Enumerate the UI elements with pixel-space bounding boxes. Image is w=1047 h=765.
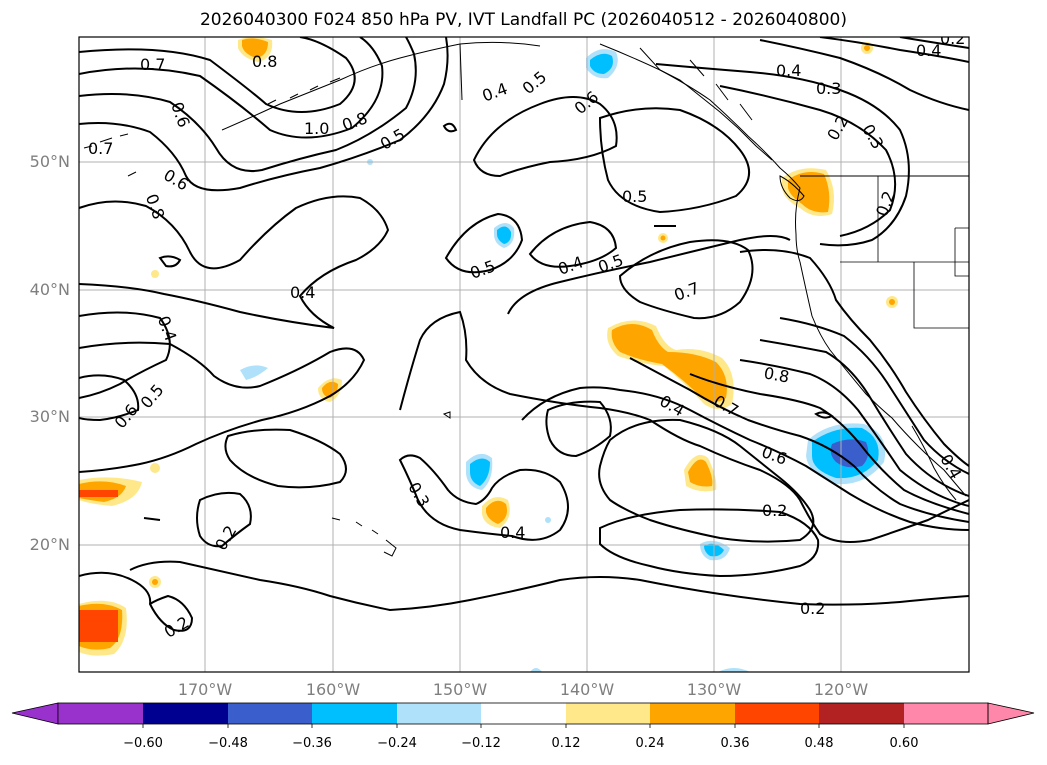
contour-label: 0.5 (468, 256, 498, 283)
contour-label: 0.4 (556, 252, 586, 279)
colorbar-frame (57, 702, 989, 725)
contour-label: 0.4 (500, 523, 525, 542)
contour-label-group: 0.8 0.7 0.6 1.0 0.8 0.5 0.7 0.8 0.6 0.4 … (88, 29, 966, 642)
colorbar-tick: −0.48 (208, 736, 248, 751)
lon-label-140w: 140°W (559, 680, 615, 699)
colorbar-segment (397, 703, 481, 724)
anomaly-negative (497, 226, 512, 244)
contour-label: 0.6 (167, 100, 194, 130)
anomaly-positive (486, 500, 507, 524)
map-title: 2026040300 F024 850 hPa PV, IVT Landfall… (199, 10, 847, 30)
anomaly-positive (688, 459, 713, 487)
colorbar-segment (58, 703, 143, 724)
contour-label: 0.3 (404, 479, 433, 511)
anomaly-positive (152, 579, 158, 585)
anomaly-negative (530, 668, 542, 672)
anomaly-negative (830, 439, 869, 468)
contour-label: 0.7 (88, 139, 113, 158)
contour-label: 1.0 (304, 119, 329, 138)
contour-label: 0.2 (823, 112, 852, 144)
anomaly-negative (545, 517, 551, 523)
anomaly-positive (79, 490, 118, 497)
anomaly-positive (79, 610, 118, 642)
contour-label: 0.2 (940, 29, 965, 48)
contour-label: 0.4 (290, 283, 315, 302)
anomaly-negative (590, 53, 613, 74)
colorbar-segment (650, 703, 735, 724)
contour-label: 0.3 (816, 79, 841, 98)
colorbar-tick: 0.36 (720, 736, 750, 751)
contour-label: 0.2 (762, 501, 787, 520)
contour-label: 0.7 (672, 278, 702, 305)
lat-label-20n: 20°N (29, 535, 70, 554)
contour-label: 0.4 (776, 61, 801, 80)
contour-label: 0.2 (211, 522, 240, 554)
contour-label: 0.5 (519, 67, 551, 98)
colorbar-segment (566, 703, 650, 724)
contour-label: 0.6 (111, 400, 142, 432)
anomaly-negative (718, 668, 750, 672)
map-frame (78, 36, 970, 673)
anomaly-positive (660, 235, 666, 241)
colorbar-segment (819, 703, 904, 724)
colorbar-extend-high (987, 702, 1035, 725)
colorbar-tick: 0.12 (551, 736, 581, 751)
contour-label: 0.5 (596, 250, 626, 277)
pv-contours (79, 37, 969, 632)
lon-label-170w: 170°W (177, 680, 233, 699)
contour-label: 0.4 (154, 313, 181, 343)
lon-label-160w: 160°W (305, 680, 361, 699)
anomaly-negative (240, 365, 268, 380)
lon-label-150w: 150°W (432, 680, 488, 699)
colorbar-segment (312, 703, 397, 724)
colorbar-tick: −0.60 (123, 736, 163, 751)
anomaly-positive (788, 172, 830, 213)
colorbar-tick: 0.24 (635, 736, 665, 751)
colorbar-extend-low (11, 702, 59, 725)
lat-label-40n: 40°N (29, 280, 70, 299)
anomaly-negative (470, 458, 490, 486)
colorbar-segment (228, 703, 312, 724)
contour-label: 0.4 (916, 41, 941, 60)
anomaly-positive (889, 299, 895, 305)
lon-label-130w: 130°W (686, 680, 742, 699)
contour-label: 0.4 (656, 391, 688, 420)
contour-label: 0.5 (622, 187, 647, 206)
lat-label-30n: 30°N (29, 407, 70, 426)
coastlines (83, 41, 969, 557)
contour-label: 0.2 (800, 599, 825, 618)
contour-label: 0.8 (762, 363, 790, 386)
colorbar-tick: −0.36 (292, 736, 332, 751)
lon-label-120w: 120°W (813, 680, 869, 699)
contour-label: 0.6 (160, 165, 192, 194)
colorbar-segment (481, 703, 566, 724)
contour-label: 0.2 (161, 612, 193, 641)
contour-label: 0.7 (140, 55, 165, 74)
contour-label: 0.8 (340, 108, 370, 135)
anomaly-positive (611, 324, 727, 402)
colorbar-tick: −0.12 (461, 736, 501, 751)
contour-label: 0.8 (252, 52, 277, 71)
contour-label: 0.5 (137, 380, 168, 412)
contour-label: 0.4 (480, 79, 510, 106)
colorbar-segment (904, 703, 988, 724)
anomaly-positive (150, 463, 160, 473)
colorbar-segment (143, 703, 228, 724)
colorbar-tick: −0.24 (377, 736, 417, 751)
shaded-regions (79, 37, 898, 672)
anomaly-positive (864, 45, 870, 51)
anomaly-positive (151, 270, 159, 278)
contour-label: 0.6 (571, 87, 603, 118)
colorbar-tick: 0.48 (804, 736, 834, 751)
colorbar-tick: 0.60 (889, 736, 919, 751)
colorbar (11, 702, 1035, 728)
anomaly-positive (242, 38, 268, 58)
colorbar-segment (735, 703, 819, 724)
lat-label-50n: 50°N (29, 152, 70, 171)
contour-label: 0.5 (377, 124, 409, 153)
